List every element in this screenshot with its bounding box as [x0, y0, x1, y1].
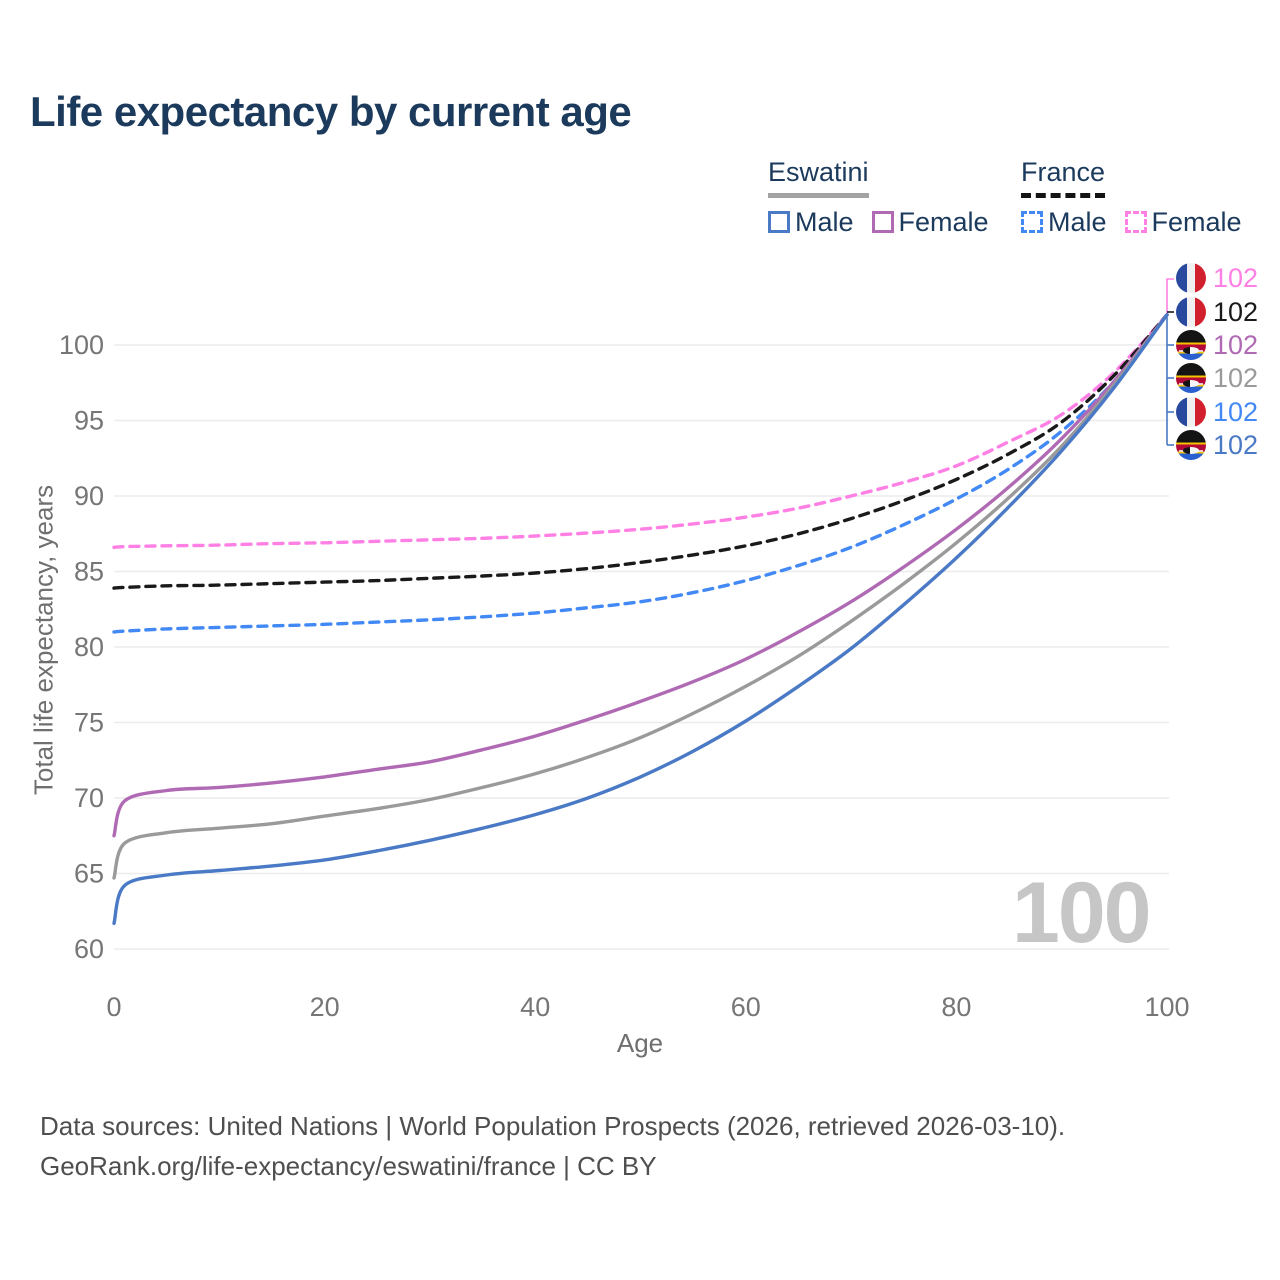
end-value: 102 [1213, 429, 1259, 460]
legend-label-eswatini-female: Female [898, 206, 989, 237]
legend-group-eswatini: Eswatini Male Female [768, 157, 989, 238]
y-tick-65: 65 [74, 859, 104, 889]
legend-item-france-male[interactable]: Male [1021, 207, 1107, 238]
france-flag-icon [1176, 263, 1206, 293]
x-tick-40: 40 [520, 992, 550, 1022]
end-label-eswatini-female: 102 [1176, 328, 1258, 362]
leader-bracket [1166, 316, 1174, 446]
eswatini-flag-icon [1176, 363, 1206, 393]
legend-label-eswatini-male: Male [795, 206, 854, 237]
x-tick-0: 0 [106, 992, 121, 1022]
series-line-france-female [112, 313, 1169, 550]
y-axis-title: Total life expectancy, years [28, 484, 59, 796]
france-female-swatch-icon [1124, 211, 1147, 234]
x-tick-60: 60 [731, 992, 761, 1022]
data-sources-line1: Data sources: United Nations | World Pop… [40, 1111, 1066, 1141]
end-value: 102 [1213, 396, 1259, 427]
end-label-france-female: 102 [1176, 261, 1258, 295]
series-line-france [112, 313, 1169, 590]
y-tick-100: 100 [59, 330, 104, 360]
end-value: 102 [1213, 362, 1259, 393]
series-line-france-male [112, 313, 1169, 634]
eswatini-male-swatch-icon [768, 211, 790, 234]
x-tick-20: 20 [310, 992, 340, 1022]
legend-label-france-male: Male [1048, 206, 1107, 237]
legend-label-france-female: Female [1151, 206, 1242, 237]
y-tick-60: 60 [74, 934, 104, 964]
y-tick-90: 90 [74, 481, 104, 511]
legend-heading-eswatini: Eswatini [768, 157, 869, 198]
end-value: 102 [1213, 329, 1259, 360]
legend-item-eswatini-female[interactable]: Female [871, 206, 989, 238]
y-tick-75: 75 [74, 708, 104, 738]
y-tick-80: 80 [74, 632, 104, 662]
age-watermark: 100 [1012, 865, 1151, 961]
eswatini-flag-icon [1176, 330, 1206, 360]
legend-heading-france: France [1021, 157, 1106, 198]
end-label-eswatini: 102 [1176, 361, 1258, 395]
end-value: 102 [1213, 296, 1259, 327]
series-line-eswatini-female [112, 313, 1169, 838]
x-tick-80: 80 [941, 992, 971, 1022]
data-sources: Data sources: United Nations | World Pop… [40, 1106, 1065, 1187]
legend-item-eswatini-male[interactable]: Male [768, 207, 854, 238]
x-axis-title: Age [616, 1028, 664, 1058]
end-label-france: 102 [1176, 295, 1258, 329]
eswatini-female-swatch-icon [871, 211, 894, 234]
end-value: 102 [1213, 262, 1259, 293]
y-tick-85: 85 [74, 557, 104, 587]
legend-group-france: France Male Female [1021, 157, 1242, 238]
series-line-eswatini-male [112, 313, 1169, 926]
data-sources-line2: GeoRank.org/life-expectancy/eswatini/fra… [40, 1151, 657, 1182]
leader-line-france-female [1166, 278, 1174, 313]
france-flag-icon [1176, 397, 1206, 427]
end-label-eswatini-male: 102 [1176, 428, 1258, 462]
france-male-swatch-icon [1021, 211, 1043, 234]
france-flag-icon [1176, 297, 1206, 327]
page-title: Life expectancy by current age [30, 88, 632, 135]
legend-item-france-female[interactable]: Female [1124, 206, 1242, 238]
x-tick-100: 100 [1144, 992, 1189, 1022]
eswatini-flag-icon [1176, 430, 1206, 460]
end-label-france-male: 102 [1176, 395, 1258, 429]
y-tick-70: 70 [74, 783, 104, 813]
y-tick-95: 95 [74, 406, 104, 436]
series-line-eswatini [112, 313, 1169, 880]
